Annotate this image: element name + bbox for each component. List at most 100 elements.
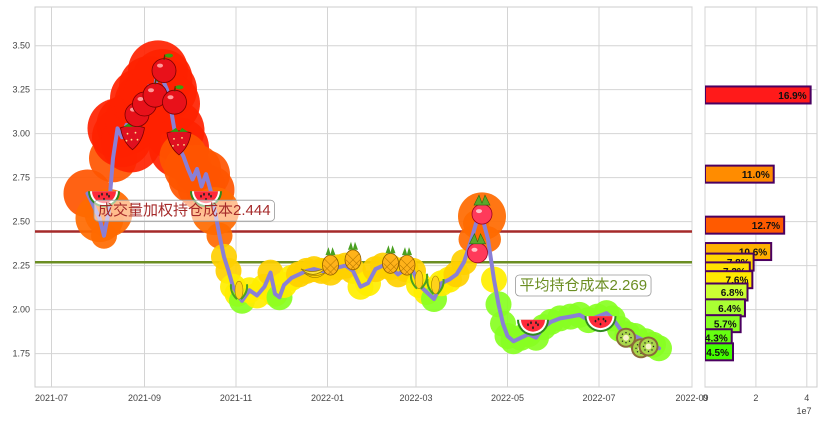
- annotation-box: [515, 274, 652, 297]
- kiwi-seed: [630, 337, 632, 339]
- annotation-text: 成交量加权持仓成本2.444: [98, 201, 271, 219]
- volume-bar: [705, 342, 734, 362]
- pineapple-pattern: [323, 258, 338, 276]
- kiwi-seed: [636, 351, 639, 353]
- volume-bar-label: 6.8%: [721, 288, 744, 299]
- radish-icon: [471, 194, 493, 225]
- watermelon-seed: [106, 192, 108, 196]
- volume-bar-label: 4.5%: [706, 348, 729, 359]
- x-tick-label: 2021-11: [220, 393, 252, 403]
- pineapple-icon: [344, 241, 362, 271]
- watermelon-seed: [200, 194, 202, 198]
- corn-cob: [234, 280, 244, 300]
- y-tick-label: 2.25: [12, 261, 30, 271]
- kiwi-core: [623, 334, 629, 341]
- kiwi-seed: [628, 333, 631, 335]
- watermelon-seed: [537, 323, 539, 327]
- x-tick-label: 2022-03: [399, 393, 432, 403]
- pineapple-pattern: [345, 253, 361, 271]
- volume-bar-label: 11.0%: [742, 170, 770, 181]
- corn-icon: [229, 280, 249, 300]
- kiwi-seed: [647, 340, 650, 343]
- pineapple-pattern: [383, 257, 398, 274]
- pineapple-icon: [322, 247, 339, 276]
- annotation-text: 平均持仓成本2.269: [520, 277, 648, 294]
- watermelon-seed: [532, 326, 534, 330]
- watermelon-flesh: [521, 319, 545, 332]
- pineapple-pattern: [399, 258, 415, 276]
- volume-bar: [705, 164, 775, 184]
- strawberry-seed: [173, 138, 175, 140]
- corn-husk-right: [436, 278, 445, 295]
- kiwi-seed: [636, 344, 639, 346]
- strawberry-seed: [172, 145, 174, 147]
- apple-stem: [173, 86, 177, 92]
- kiwi-seed: [635, 347, 637, 349]
- strawberry-body: [166, 130, 192, 156]
- pineapple-crown: [348, 241, 358, 250]
- corn-husk-left: [229, 284, 238, 300]
- corn-icon: [409, 270, 429, 290]
- pineapple-crown: [402, 247, 412, 256]
- pineapple-icon: [382, 245, 399, 274]
- apple-stem: [154, 79, 157, 85]
- apple-shine: [148, 88, 154, 93]
- volume-bars: 16.9%11.0%12.7%10.6%7.8%7.2%7.6%6.8%6.4%…: [705, 85, 812, 362]
- side-x-tick-label: 4: [804, 393, 809, 403]
- cost-annotations: 成交量加权持仓成本2.444 平均持仓成本2.269: [93, 199, 652, 297]
- kiwi-seed: [621, 340, 624, 342]
- x-tick-label: 2021-09: [128, 393, 161, 403]
- radish-shine: [471, 247, 478, 252]
- corn-husk-right: [240, 284, 249, 300]
- volume-distribution-axes: 16.9%11.0%12.7%10.6%7.8%7.2%7.6%6.8%6.4%…: [702, 6, 818, 416]
- apple-leaf: [175, 85, 184, 90]
- main-price-axes: 成交量加权持仓成本2.444 平均持仓成本2.269 1.75 2.00 2.25 2.…: [12, 6, 709, 403]
- pineapple-crown: [325, 247, 336, 256]
- apple-icon: [162, 85, 187, 115]
- volume-bar: [705, 215, 786, 235]
- radish-body: [467, 242, 488, 264]
- cost-lines: [35, 230, 692, 264]
- volume-bar-label: 6.4%: [718, 304, 741, 315]
- volume-bar-label: 7.6%: [726, 276, 749, 287]
- apple-shine: [157, 63, 163, 68]
- y-tick-label: 2.00: [12, 305, 30, 315]
- watermelon-flesh: [588, 316, 613, 329]
- watermelon-seed: [530, 321, 532, 325]
- apple-body: [162, 89, 187, 115]
- kiwi-seed: [625, 342, 627, 344]
- y-tick-label: 3.50: [12, 41, 30, 51]
- pineapple-icon: [398, 247, 416, 276]
- fruit-markers: [88, 53, 659, 359]
- volume-bar-label: 5.7%: [714, 320, 737, 331]
- kiwi-seed: [644, 342, 646, 344]
- kiwi-seed: [651, 349, 653, 351]
- corn-cob: [414, 270, 424, 290]
- corn-husk-left: [426, 278, 435, 295]
- kiwi-seed: [644, 349, 646, 351]
- volume-bar: [705, 85, 812, 105]
- radish-body: [471, 203, 493, 225]
- apple-icon: [151, 53, 177, 83]
- strawberry-seed: [183, 144, 185, 146]
- radish-shine: [476, 209, 482, 214]
- kiwi-seed: [625, 332, 627, 334]
- strawberry-seed: [177, 144, 179, 146]
- watermelon-icon: [517, 319, 549, 336]
- corn-husk-right: [420, 273, 429, 290]
- watermelon-seed: [599, 322, 602, 326]
- watermelon-seed: [527, 323, 529, 327]
- apple-leaf: [165, 53, 173, 58]
- watermelon-icon: [584, 316, 617, 333]
- x-tick-label: 2022-05: [491, 393, 524, 403]
- corn-icon: [426, 275, 445, 295]
- strawberry-seed: [181, 137, 183, 139]
- kiwi-seed: [621, 333, 624, 335]
- watermelon-seed: [208, 192, 210, 196]
- pineapple-crown: [385, 245, 396, 254]
- x-tick-label: 2022-01: [311, 393, 344, 403]
- watermelon-seed: [594, 319, 597, 323]
- main-tick-labels: 1.75 2.00 2.25 2.50 2.75 3.00 3.25 3.50 2021-07 2…: [12, 41, 708, 403]
- watermelon-seed: [210, 194, 212, 198]
